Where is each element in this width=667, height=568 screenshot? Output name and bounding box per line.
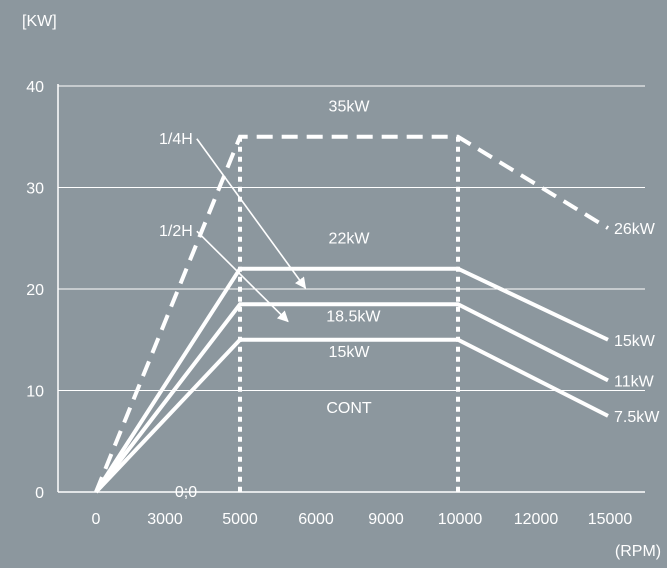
x-tick-label: 12000 [514, 511, 559, 528]
series-line-2 [94, 266, 609, 494]
x-tick-label: 6000 [298, 511, 334, 528]
annotation-label: 18.5kW [326, 308, 381, 325]
arrow-label: 1/4H [159, 131, 193, 148]
x-tick-label: 9000 [368, 511, 404, 528]
series-end-label: 7.5kW [614, 409, 660, 426]
x-axis-unit-label: (RPM) [615, 543, 661, 560]
annotation-label: CONT [326, 400, 372, 417]
y-tick-label: 10 [26, 384, 44, 401]
axes [57, 84, 645, 493]
series-line-1 [94, 134, 610, 493]
arrow-1 [196, 138, 307, 289]
y-tick-label: 0 [35, 485, 44, 502]
x-tick-label: 15000 [588, 511, 633, 528]
x-tick-label: 3000 [147, 511, 183, 528]
gridlines [58, 85, 645, 391]
series-end-label: 11kW [614, 373, 655, 390]
x-tick-label: 0 [92, 511, 101, 528]
arrows [196, 138, 307, 323]
y-axis-unit-label: [KW] [22, 13, 57, 30]
series-end-label: 26kW [614, 221, 656, 238]
annotation-label: 15kW [329, 344, 371, 361]
series-lines [94, 134, 610, 494]
series-end-label: 15kW [614, 333, 656, 350]
series-line-4 [94, 337, 609, 494]
arrow-2 [196, 230, 289, 323]
y-tick-label: 20 [26, 282, 44, 299]
x-tick-label: 5000 [222, 511, 258, 528]
x-tick-label: 10000 [438, 511, 483, 528]
y-tick-label: 30 [26, 181, 44, 198]
labels: 0 10 20 30 40 0 3000 5000 6000 9000 10000 12000 1500… [26, 79, 660, 528]
arrow-label: 1/2H [159, 223, 193, 240]
annotation-label: 22kW [329, 230, 371, 247]
y-tick-label: 40 [26, 79, 44, 96]
annotation-label: 35kW [329, 98, 371, 115]
series-line-3 [94, 302, 609, 494]
